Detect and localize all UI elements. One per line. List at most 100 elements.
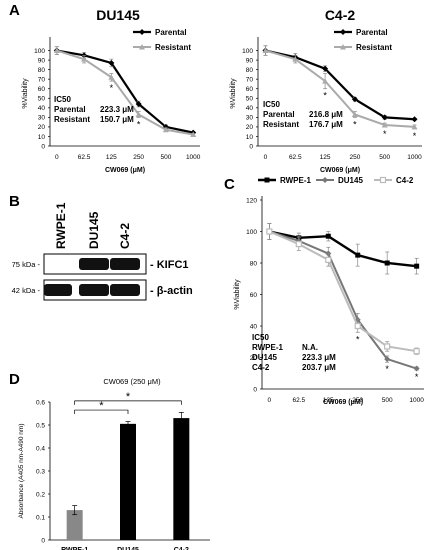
blot-membrane xyxy=(43,253,147,275)
data-point xyxy=(295,241,302,248)
significance-star: * xyxy=(323,91,327,101)
significance-star: * xyxy=(126,391,131,403)
y-tick-label: 50 xyxy=(246,96,254,103)
series-line-c4-2 xyxy=(268,230,417,353)
legend-label: Resistant xyxy=(155,43,191,52)
data-point xyxy=(266,228,273,235)
data-point xyxy=(190,131,197,138)
y-tick-label: 0 xyxy=(41,537,45,544)
data-point xyxy=(414,263,420,269)
significance-star: * xyxy=(383,129,387,139)
blot-lane-label: DU145 xyxy=(87,211,101,249)
legend-marker xyxy=(340,29,346,35)
ic50-row-value: 216.8 μM xyxy=(309,110,343,119)
bar xyxy=(173,418,190,540)
legend-marker xyxy=(340,44,346,50)
y-tick-label: 40 xyxy=(250,323,258,330)
ic50-header: IC50 xyxy=(252,333,269,342)
x-tick-label: 1000 xyxy=(407,154,422,161)
y-tick-label: 100 xyxy=(242,48,253,55)
data-point xyxy=(162,126,169,133)
data-point xyxy=(53,47,60,54)
y-tick-label: 0.6 xyxy=(36,399,45,406)
data-point xyxy=(381,122,388,128)
data-point xyxy=(108,74,115,80)
blot-marker-label: 75 kDa - xyxy=(12,260,41,269)
x-tick-label: 500 xyxy=(382,397,393,404)
y-tick-label: 90 xyxy=(246,57,254,64)
significance-star: * xyxy=(99,400,104,412)
x-axis-label: CW069 (μM) xyxy=(320,167,360,174)
series-line-du145 xyxy=(269,230,417,370)
data-point xyxy=(266,229,272,234)
ic50-header: IC50 xyxy=(54,95,71,104)
chart-title: CW069 (250 μM) xyxy=(103,377,161,386)
x-tick-label: 250 xyxy=(133,154,144,161)
y-tick-label: 20 xyxy=(38,124,46,131)
ic50-row-value: 150.7 μM xyxy=(100,115,134,124)
data-point xyxy=(384,356,391,363)
chart-title: DU145 xyxy=(96,7,140,23)
data-point xyxy=(384,260,390,266)
significance-star: * xyxy=(385,364,389,374)
y-tick-label: 100 xyxy=(246,229,257,236)
y-tick-label: 70 xyxy=(246,76,254,83)
series-line-rwpe-1 xyxy=(269,230,417,268)
blot-protein-label: - β-actin xyxy=(150,285,193,297)
data-point xyxy=(190,129,197,136)
y-tick-label: 100 xyxy=(34,48,45,55)
panel-letter-d: D xyxy=(9,371,20,388)
data-point xyxy=(325,256,332,263)
bar xyxy=(66,510,83,540)
legend-marker xyxy=(139,29,145,35)
significance-star: * xyxy=(356,334,360,344)
blot-band xyxy=(79,258,109,270)
ic50-row-name: RWPE-1 xyxy=(252,343,284,352)
panel-letter-b: B xyxy=(9,193,20,210)
series-line-resistant xyxy=(56,49,194,136)
y-tick-label: 80 xyxy=(246,67,254,74)
legend-marker xyxy=(379,176,387,184)
data-point xyxy=(262,47,269,54)
y-tick-label: 0 xyxy=(41,143,45,150)
data-point xyxy=(81,56,88,62)
y-tick-label: 0 xyxy=(249,143,253,150)
legend-label: DU145 xyxy=(338,176,363,185)
y-tick-label: 0.2 xyxy=(36,491,45,498)
x-tick-label: 125 xyxy=(323,397,334,404)
y-axis-label: %Viability xyxy=(230,78,237,109)
ic50-row-name: Resistant xyxy=(54,115,90,124)
significance-star: * xyxy=(413,131,417,141)
series-line-resistant xyxy=(265,49,415,128)
legend-label: Resistant xyxy=(356,43,392,52)
blot-band xyxy=(79,284,109,296)
legend-marker xyxy=(264,177,270,183)
x-tick-label: 250 xyxy=(349,154,360,161)
data-point xyxy=(295,237,302,244)
panel-letter-a: A xyxy=(9,2,20,19)
data-point xyxy=(413,365,420,372)
y-tick-label: 50 xyxy=(38,96,46,103)
y-tick-label: 10 xyxy=(246,134,254,141)
data-point xyxy=(411,123,418,130)
y-tick-label: 40 xyxy=(38,105,46,112)
y-tick-label: 80 xyxy=(250,260,258,267)
data-point xyxy=(354,316,361,323)
data-point xyxy=(384,343,391,350)
legend-marker xyxy=(322,177,328,183)
x-tick-label: 500 xyxy=(160,154,171,161)
data-point xyxy=(53,47,60,54)
x-tick-label: 0 xyxy=(55,154,59,161)
blot-protein-label: - KIFC1 xyxy=(150,259,189,271)
y-tick-label: 60 xyxy=(246,86,254,93)
ic50-row-value: 176.7 μM xyxy=(309,120,343,129)
y-tick-label: 0 xyxy=(253,386,257,393)
significance-star: * xyxy=(415,372,419,382)
legend-label: Parental xyxy=(155,28,187,37)
blot-lane-label: RWPE-1 xyxy=(54,202,68,249)
y-tick-label: 0.1 xyxy=(36,514,45,521)
data-point xyxy=(292,54,299,61)
data-point xyxy=(325,250,332,257)
y-tick-label: 80 xyxy=(38,67,46,74)
